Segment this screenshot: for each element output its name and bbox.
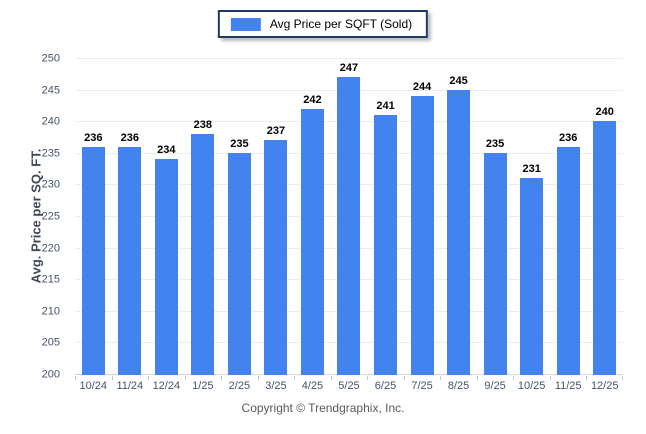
axis-tick <box>330 376 332 380</box>
bar-slot: 236 <box>550 58 587 375</box>
bar-slot: 236 <box>112 58 149 375</box>
y-axis-tick-label: 245 <box>41 84 60 97</box>
copyright-text: Copyright © Trendgraphix, Inc. <box>241 401 405 415</box>
axis-tick <box>111 376 113 380</box>
legend: Avg Price per SQFT (Sold) <box>217 10 429 38</box>
x-axis-tick-label: 11/24 <box>116 380 144 392</box>
legend-swatch-icon <box>230 17 261 31</box>
bar <box>264 140 288 375</box>
x-axis-tick-labels: 10/24 11/24 12/24 1/25 2/25 3/25 4/25 5/25 6/25 7… <box>75 380 623 393</box>
x-axis-tick-label: 10/25 <box>517 380 546 392</box>
x-axis-ticks <box>75 375 623 380</box>
axis-tick <box>440 376 442 380</box>
bar-value-label: 244 <box>412 81 432 93</box>
bar-slot: 235 <box>477 58 514 375</box>
y-axis-tick-label: 235 <box>41 147 60 160</box>
x-axis-tick-label: 10/24 <box>79 380 108 392</box>
bar-slot: 242 <box>294 58 331 375</box>
bar-value-label: 236 <box>558 132 578 144</box>
bar-value-label: 242 <box>303 94 322 106</box>
axis-tick <box>257 376 259 380</box>
y-axis-tick-label: 250 <box>41 52 60 65</box>
y-axis-tick-label: 215 <box>41 273 60 286</box>
plot-area: 236 236 234 238 235 237 242 247 241 244 245 235 231 2… <box>75 58 623 375</box>
legend-label: Avg Price per SQFT (Sold) <box>269 17 413 31</box>
x-axis-tick-label: 7/25 <box>411 380 433 392</box>
x-axis-tick-label: 12/25 <box>590 380 619 392</box>
bar-slot: 247 <box>331 58 368 375</box>
bar-value-label: 231 <box>522 163 541 175</box>
bar <box>227 153 251 375</box>
y-axis-tick-label: 225 <box>41 210 60 223</box>
bar-slot: 240 <box>586 58 623 375</box>
axis-tick <box>549 376 551 380</box>
bar-value-label: 247 <box>339 62 359 74</box>
x-axis-tick-label: 1/25 <box>192 380 214 392</box>
bar <box>593 121 617 375</box>
bar-slot: 238 <box>185 58 222 375</box>
bar-value-label: 235 <box>485 138 505 150</box>
bar-value-label: 241 <box>376 100 395 112</box>
bar <box>447 90 471 375</box>
bar-slot: 235 <box>221 58 258 375</box>
x-axis-tick-label: 12/24 <box>152 380 181 392</box>
x-axis-tick-label: 9/25 <box>484 380 506 392</box>
bar-value-label: 234 <box>157 144 176 156</box>
bar-series: 236 236 234 238 235 237 242 247 241 244 245 235 231 2… <box>75 58 623 375</box>
bar-value-label: 240 <box>595 106 614 118</box>
x-axis-tick-label: 5/25 <box>338 380 360 392</box>
axis-tick <box>294 376 296 380</box>
x-axis-tick-label: 6/25 <box>374 380 397 392</box>
bar-slot: 237 <box>258 58 295 375</box>
axis-tick <box>513 376 515 380</box>
bar-value-label: 236 <box>84 132 103 144</box>
bar-value-label: 245 <box>449 75 468 87</box>
bar-slot: 245 <box>440 58 477 375</box>
bar <box>520 178 544 375</box>
axis-tick <box>476 376 478 380</box>
bar-slot: 241 <box>367 58 404 375</box>
x-axis-tick-label: 8/25 <box>447 380 470 392</box>
axis-tick <box>221 376 223 380</box>
axis-tick <box>586 376 588 380</box>
bar-slot: 244 <box>404 58 441 375</box>
gridline <box>75 58 623 59</box>
x-axis-tick-label: 3/25 <box>265 380 287 392</box>
bar <box>410 96 434 375</box>
axis-tick <box>148 376 150 380</box>
bar <box>81 147 105 375</box>
bar <box>374 115 398 375</box>
axis-tick <box>622 376 623 380</box>
bar-value-label: 237 <box>266 125 286 137</box>
x-axis-tick-label: 11/25 <box>554 380 582 392</box>
bar <box>154 159 178 375</box>
y-axis-tick-label: 230 <box>41 178 60 191</box>
bar-value-label: 235 <box>230 138 249 150</box>
y-axis-tick-label: 220 <box>41 242 60 255</box>
axis-tick <box>184 376 186 380</box>
bar <box>556 147 580 375</box>
y-axis-tick-labels: 200 205 210 215 220 225 230 235 240 245 250 <box>0 53 68 380</box>
bar-slot: 234 <box>148 58 185 375</box>
y-axis-tick-label: 240 <box>41 115 60 128</box>
bar <box>118 147 142 375</box>
bar-value-label: 236 <box>120 132 139 144</box>
x-axis-tick-label: 2/25 <box>228 380 251 392</box>
bar <box>191 134 215 375</box>
bar <box>300 109 324 375</box>
axis-tick <box>75 376 76 380</box>
bar <box>483 153 507 375</box>
bar <box>337 77 361 375</box>
axis-tick <box>367 376 369 380</box>
y-axis-tick-label: 210 <box>41 305 60 318</box>
bar-slot: 231 <box>513 58 550 375</box>
axis-tick <box>403 376 405 380</box>
y-axis-tick-label: 205 <box>41 336 60 349</box>
bar-value-label: 238 <box>193 119 213 131</box>
x-axis-tick-label: 4/25 <box>301 380 324 392</box>
y-axis-tick-label: 200 <box>41 368 60 381</box>
bar-slot: 236 <box>75 58 112 375</box>
